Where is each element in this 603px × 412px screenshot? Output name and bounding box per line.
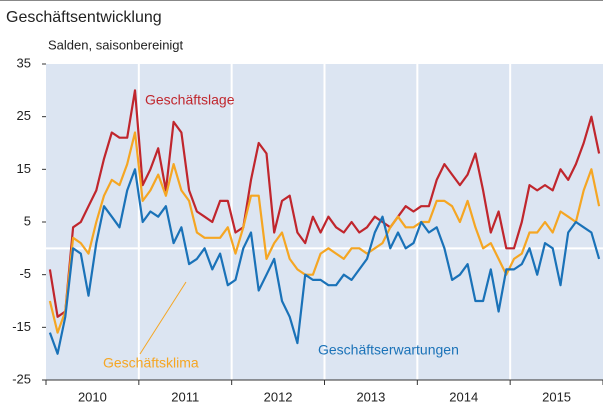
y-tick-label: -5 (19, 266, 31, 281)
series-line (48, 89, 601, 318)
x-tick-label: 2010 (78, 389, 107, 404)
series-line (48, 131, 601, 334)
x-tick-label: 2012 (264, 389, 293, 404)
y-tick-label: 25 (17, 108, 31, 123)
chart-title: Geschäftsentwicklung (6, 9, 162, 26)
y-tick-label: 15 (17, 161, 31, 176)
series-label: Geschäftserwartungen (318, 342, 459, 358)
series-label: Geschäftsklima (103, 355, 199, 371)
series-line (48, 168, 601, 355)
label-pointer (139, 281, 187, 355)
chart-subtitle: Salden, saisonbereinigt (48, 37, 184, 52)
y-tick-label: 35 (17, 55, 31, 70)
y-tick-label: -25 (12, 371, 31, 386)
x-tick-label: 2014 (449, 389, 478, 404)
x-tick-label: 2013 (356, 389, 385, 404)
x-tick-label: 2011 (171, 389, 199, 404)
y-tick-label: 5 (24, 213, 31, 228)
y-tick-label: -15 (12, 319, 31, 334)
x-tick-label: 2015 (542, 389, 571, 404)
series-label: Geschäftslage (145, 92, 235, 108)
